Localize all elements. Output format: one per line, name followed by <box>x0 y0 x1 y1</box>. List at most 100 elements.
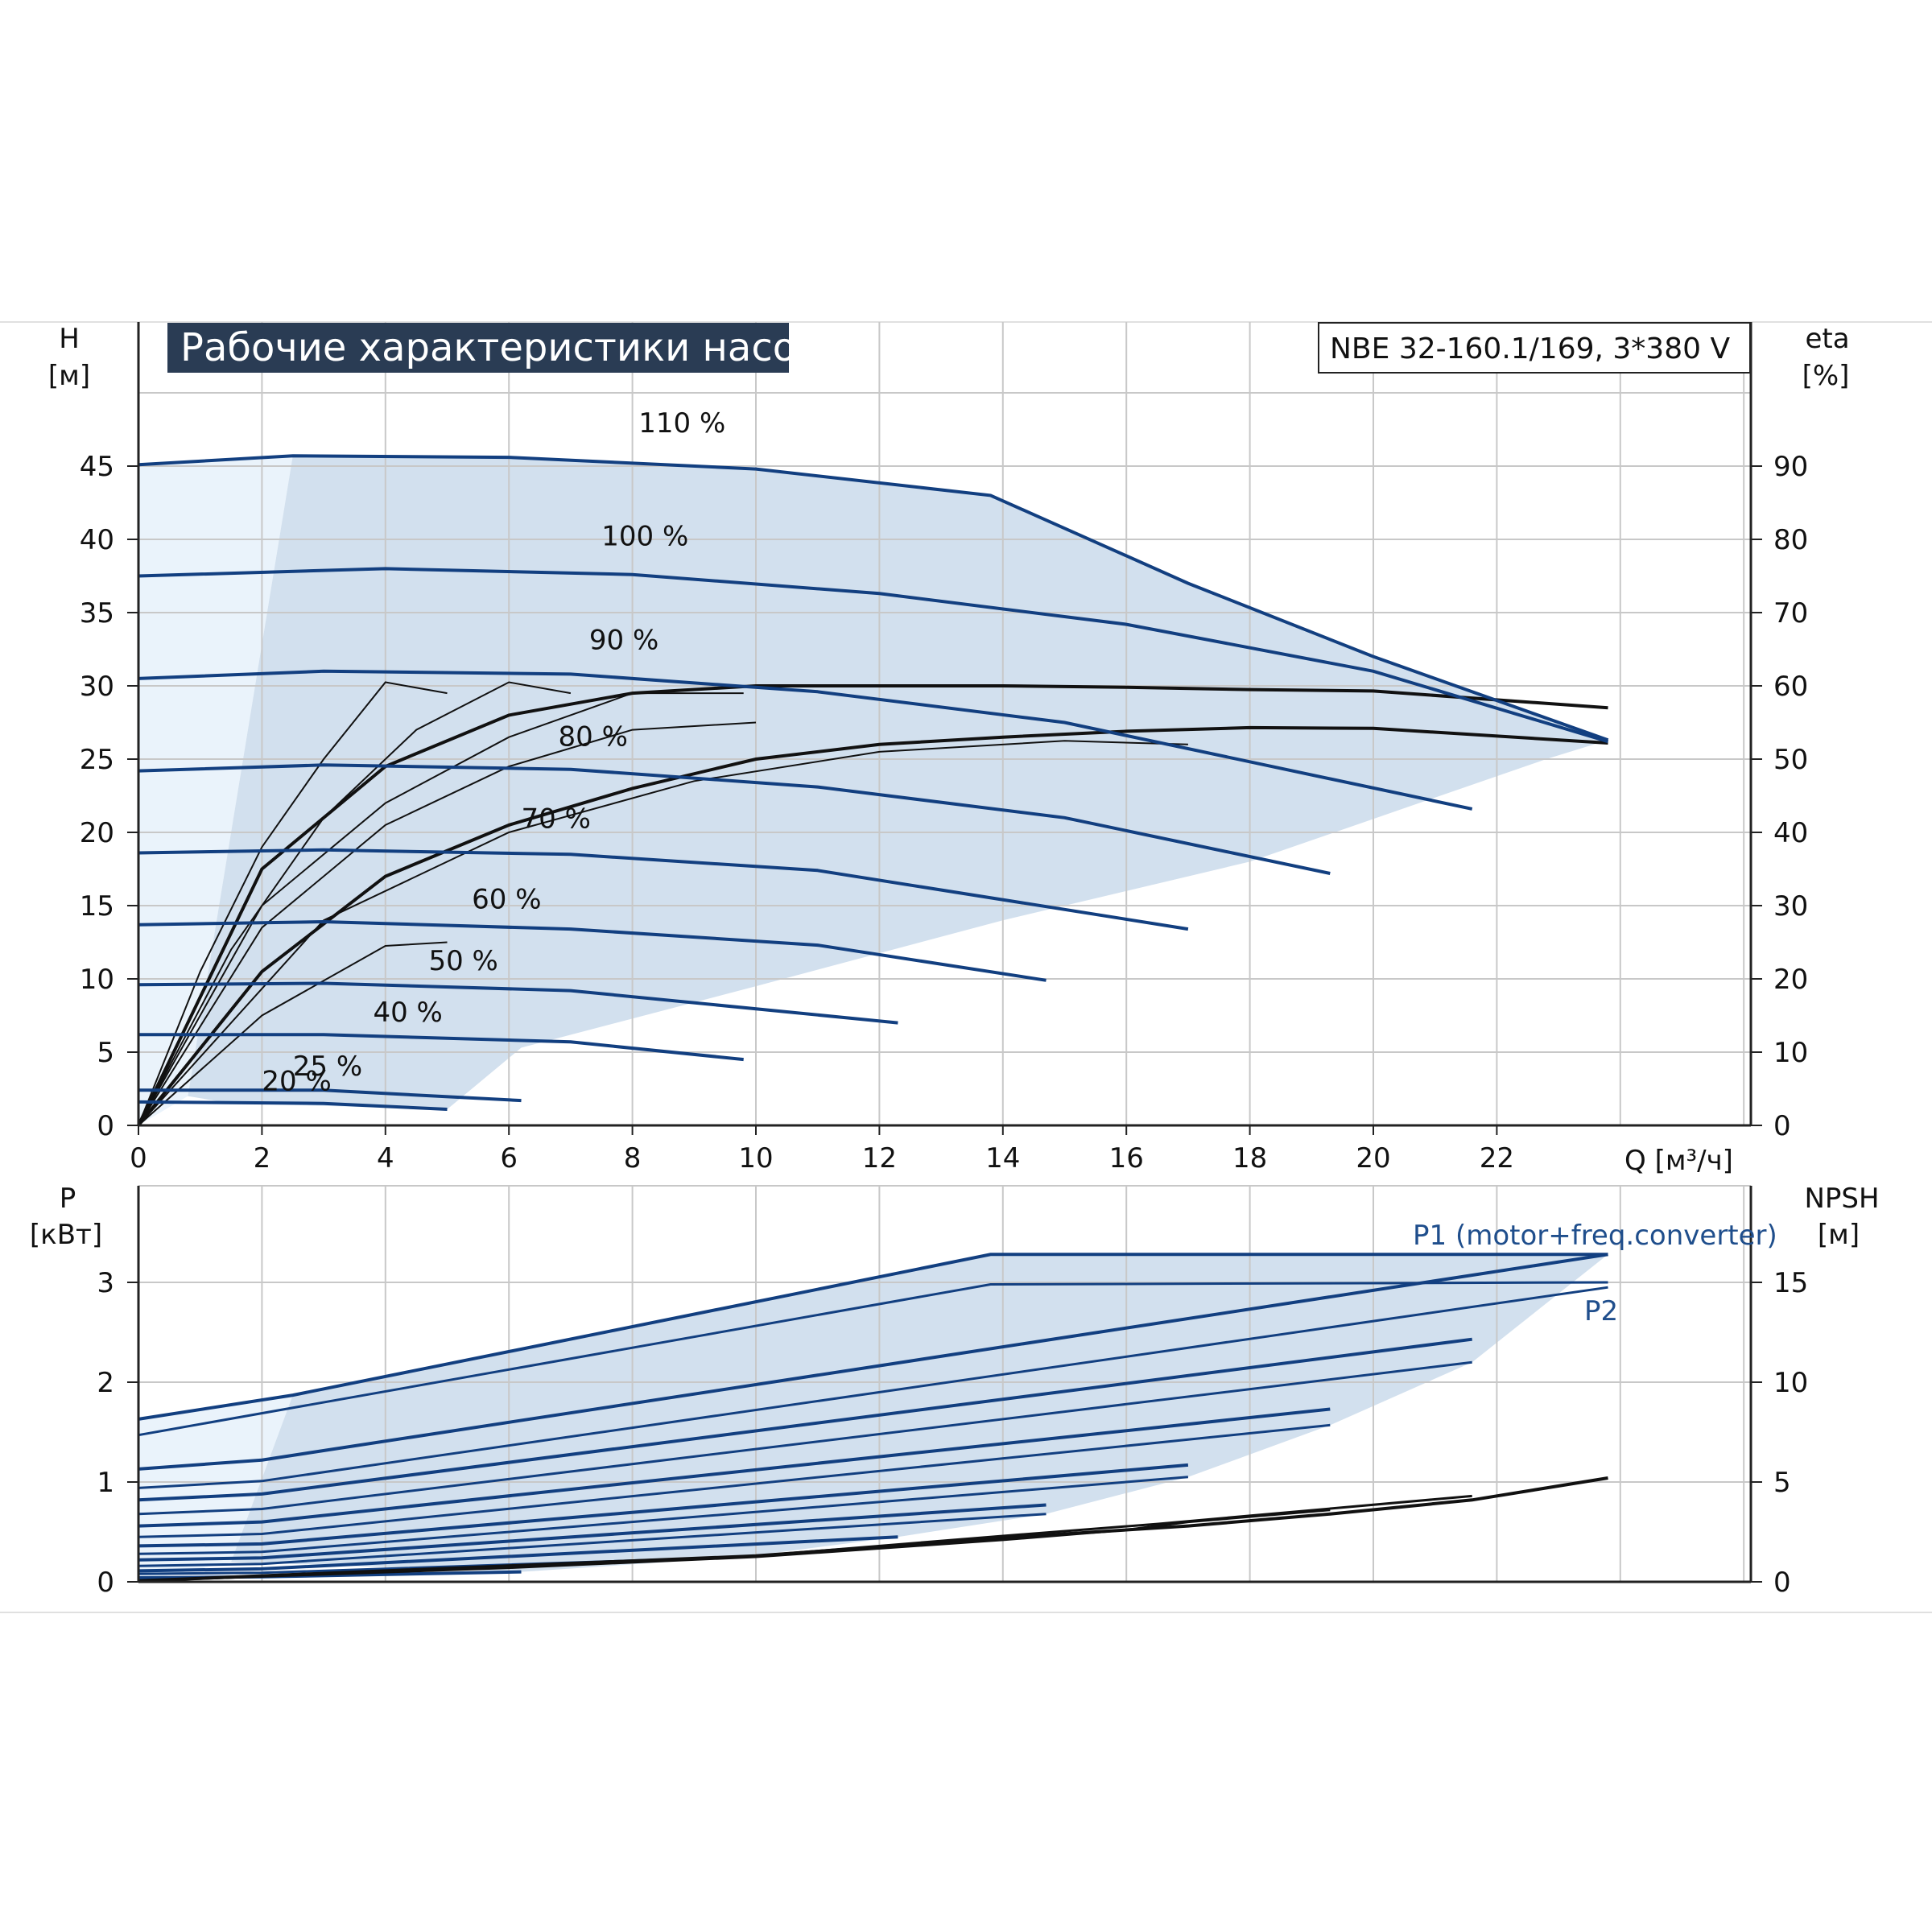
head-tick: 20 <box>80 817 114 849</box>
head-tick: 35 <box>80 597 114 630</box>
p2-label: P2 <box>1584 1295 1618 1327</box>
efficiency-curve <box>138 692 744 1126</box>
speed-label: 110 % <box>638 407 725 440</box>
head-tick: 25 <box>80 744 114 776</box>
eta-tick: 40 <box>1773 817 1808 849</box>
head-curve <box>138 919 1046 982</box>
npsh-tick: 0 <box>1773 1567 1791 1599</box>
npsh-axis-unit: [м] <box>1818 1219 1860 1251</box>
flow-axis-label: Q [м³/ч] <box>1624 1145 1733 1177</box>
power-axis-unit: [кВт] <box>30 1219 102 1251</box>
head-curve <box>138 848 1189 931</box>
flow-tick: 18 <box>1232 1142 1267 1174</box>
head-curve <box>138 567 1609 744</box>
flow-tick: 6 <box>500 1142 518 1174</box>
efficiency-curve <box>137 725 1608 1127</box>
eta-tick: 10 <box>1773 1037 1808 1069</box>
speed-label: 90 % <box>589 625 658 657</box>
power-curve <box>138 1253 1608 1471</box>
head-curve <box>138 669 1473 811</box>
npsh-curve <box>138 1494 1472 1583</box>
chart-title: Рабочие характеристики насоса <box>180 325 841 370</box>
efficiency-curve <box>138 941 448 1126</box>
head-tick: 45 <box>80 451 114 483</box>
flow-tick: 16 <box>1109 1142 1144 1174</box>
head-axes: 0 5 10 15 20 25 30 35 40 45 0 10 20 30 40 50 60 70 80 90 0 2 4… <box>80 322 1808 1174</box>
power-axes: 0 1 2 3 0 5 10 15 <box>97 1186 1808 1599</box>
power-curve <box>138 1253 1608 1421</box>
efficiency-curves <box>137 681 1608 1127</box>
power-tick: 3 <box>97 1267 114 1299</box>
power-curve <box>138 1286 1608 1489</box>
head-tick: 40 <box>80 524 114 556</box>
head-curve <box>138 1100 448 1111</box>
power-curve <box>138 1476 1189 1555</box>
head-curve <box>138 981 898 1025</box>
head-tick: 10 <box>80 964 114 996</box>
efficiency-curve <box>138 681 448 1126</box>
head-tick: 15 <box>80 890 114 923</box>
eta-tick: 0 <box>1773 1110 1791 1142</box>
npsh-tick: 15 <box>1773 1267 1808 1299</box>
eta-tick: 20 <box>1773 964 1808 996</box>
head-curve <box>138 454 1609 742</box>
power-curve <box>138 1503 1046 1562</box>
head-curves <box>138 454 1609 1111</box>
power-curve <box>138 1407 1331 1528</box>
speed-label: 25 % <box>293 1051 362 1083</box>
efficiency-curve <box>138 681 572 1126</box>
head-curve <box>138 763 1331 875</box>
eta-tick: 50 <box>1773 744 1808 776</box>
title-box <box>167 323 789 373</box>
npsh-tick: 5 <box>1773 1467 1791 1499</box>
flow-tick: 14 <box>985 1142 1020 1174</box>
speed-label: 80 % <box>559 721 628 753</box>
speed-labels: 110 % 100 % 90 % 80 % 70 % 60 % 50 % 40 % 25 %20… <box>262 407 725 1097</box>
power-curve <box>138 1463 1189 1548</box>
power-curve <box>138 1337 1472 1502</box>
eta-tick: 80 <box>1773 524 1808 556</box>
power-tick: 0 <box>97 1567 114 1599</box>
power-curve <box>138 1281 1608 1437</box>
power-npsh-chart: 0 1 2 3 0 5 10 15 <box>97 1185 1808 1599</box>
power-curve <box>138 1423 1331 1538</box>
head-tick: 30 <box>80 671 114 703</box>
power-curve <box>138 1513 1046 1567</box>
eta-axis-unit: [%] <box>1802 360 1850 392</box>
efficiency-curve <box>138 721 757 1126</box>
p1-label: P1 (motor+freq.converter) <box>1413 1220 1777 1252</box>
flow-tick: 10 <box>738 1142 773 1174</box>
head-curve <box>138 1033 744 1062</box>
power-axis-label: P <box>60 1183 76 1215</box>
flow-tick: 2 <box>254 1142 271 1174</box>
eta-tick: 90 <box>1773 451 1808 483</box>
eta-axis-label: eta <box>1805 323 1849 355</box>
power-curve <box>138 1360 1472 1516</box>
npsh-tick: 10 <box>1773 1367 1808 1399</box>
head-tick: 5 <box>97 1037 114 1069</box>
operating-envelope <box>188 456 1608 1109</box>
head-tick: 0 <box>97 1110 114 1142</box>
speed-label: 50 % <box>428 945 497 977</box>
low-flow-zone <box>138 456 293 1125</box>
speed-label: 100 % <box>601 520 688 552</box>
power-curves <box>138 1253 1608 1579</box>
head-efficiency-chart: 110 %100 %90 %80 %70 %60 %50 %40 %25 %20… <box>80 322 1808 1174</box>
flow-tick: 22 <box>1480 1142 1514 1174</box>
eta-tick: 70 <box>1773 597 1808 630</box>
npsh-axis-label: NPSH <box>1804 1183 1879 1215</box>
power-tick: 1 <box>97 1467 114 1499</box>
flow-tick: 0 <box>130 1142 147 1174</box>
head-curve <box>138 1088 522 1103</box>
model-label: NBE 32-160.1/169, 3*380 V <box>1330 332 1730 365</box>
power-envelope <box>231 1254 1608 1572</box>
eta-tick: 60 <box>1773 671 1808 703</box>
flow-tick: 12 <box>862 1142 897 1174</box>
power-tick: 2 <box>97 1367 114 1399</box>
model-box <box>1318 322 1751 374</box>
flow-tick: 4 <box>377 1142 394 1174</box>
flow-tick: 8 <box>624 1142 642 1174</box>
eta-tick: 30 <box>1773 890 1808 923</box>
npsh-curves <box>138 1476 1608 1583</box>
